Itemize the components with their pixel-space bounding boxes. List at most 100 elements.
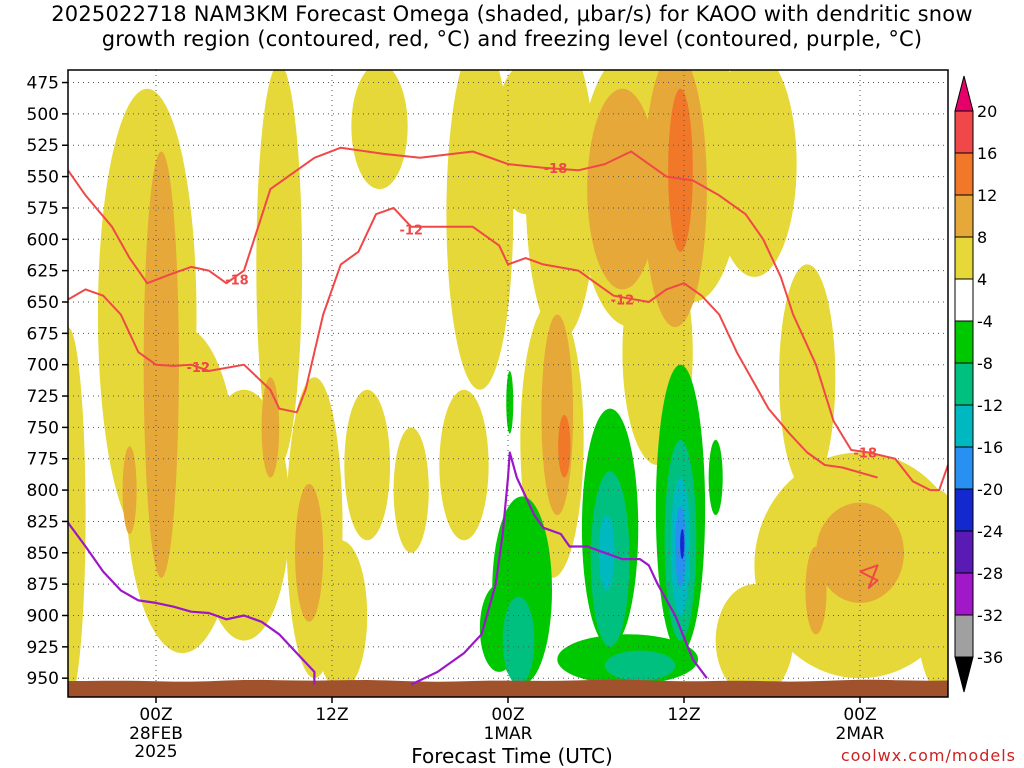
x-tick-year-0: 2025	[134, 742, 177, 762]
colorbar-box-0	[954, 110, 974, 154]
title-line-2: growth region (contoured, red, °C) and f…	[101, 27, 923, 51]
omega-shade-4-19	[779, 264, 836, 491]
omega-shade-4-4	[256, 70, 303, 465]
contour-label-3: -18	[544, 162, 568, 177]
y-tick-label-525: 525	[27, 136, 59, 156]
freezing-level-contour-0	[68, 522, 316, 685]
title-line-1: 2025022718 NAM3KM Forecast Omega (shaded…	[51, 2, 973, 26]
y-tick-label-550: 550	[27, 168, 59, 188]
x-tick-label-0: 00Z	[139, 705, 172, 725]
y-tick-label-500: 500	[27, 105, 59, 125]
y-tick-label-600: 600	[27, 230, 59, 250]
colorbar-box-10	[954, 530, 974, 574]
colorbar-box-9	[954, 488, 974, 532]
x-tick-label-10: 12Z	[315, 705, 348, 725]
omega-shade-8-3	[295, 483, 324, 622]
credit-text: coolwx.com/models	[840, 746, 1016, 765]
omega-shade-4-8	[393, 427, 429, 553]
omega-shade-neg20-0	[680, 528, 685, 560]
colorbar-box-4	[954, 278, 974, 322]
x-tick-label-40: 00Z	[843, 705, 876, 725]
contour-label-1: -12	[186, 361, 210, 376]
colorbar-box-7	[954, 404, 974, 448]
freezing-level-contour-1	[410, 451, 708, 686]
y-tick-label-925: 925	[27, 638, 59, 658]
colorbar-label-6: -8	[977, 354, 993, 373]
y-tick-label-750: 750	[27, 418, 59, 438]
colorbar-box-2	[954, 194, 974, 238]
colorbar-box-6	[954, 362, 974, 406]
contour-label-4: -12	[611, 293, 635, 308]
y-axis: 475 500 525 550 575 600 625 650 675 700 725 750 775 8…	[27, 74, 68, 689]
colorbar-label-11: -28	[977, 564, 1003, 583]
terrain-surface	[68, 679, 948, 697]
y-tick-label-575: 575	[27, 199, 59, 219]
dgz-contour-1	[68, 206, 878, 479]
colorbar-label-4: 4	[977, 270, 987, 289]
omega-shade-12-1	[558, 414, 571, 478]
y-tick-label-725: 725	[27, 387, 59, 407]
contour-label-2: -12	[399, 223, 423, 238]
colorbar-label-5: -4	[977, 312, 993, 331]
omega-shade-4-0	[68, 327, 86, 697]
colorbar-box-5	[954, 320, 974, 364]
y-tick-label-800: 800	[27, 481, 59, 501]
y-tick-label-875: 875	[27, 575, 59, 595]
colorbar-label-8: -16	[977, 438, 1003, 457]
x-axis-label: Forecast Time (UTC)	[411, 744, 613, 768]
y-tick-label-475: 475	[27, 74, 59, 94]
grid-lines	[68, 70, 948, 697]
omega-shade-8-5	[587, 88, 658, 290]
omega-shade-4-13	[525, 70, 596, 340]
colorbar-label-7: -12	[977, 396, 1003, 415]
omega-shade-4-10	[351, 70, 408, 190]
y-tick-label-825: 825	[27, 512, 59, 532]
y-tick-label-700: 700	[27, 356, 59, 376]
colorbar-label-10: -24	[977, 522, 1003, 541]
omega-shading	[68, 70, 948, 697]
y-tick-label-850: 850	[27, 544, 59, 564]
omega-shade-neg4-5	[506, 370, 514, 434]
colorbar-label-3: 8	[977, 228, 987, 247]
contour-label-0: -18	[225, 273, 249, 288]
omega-shade-neg4-6	[708, 439, 723, 516]
y-tick-label-950: 950	[27, 669, 59, 689]
temperature-contours: -18 -12 -12 -18 -12 -18	[68, 146, 948, 686]
y-tick-label-900: 900	[27, 606, 59, 626]
colorbar-label-0: 20	[977, 102, 997, 121]
colorbar-label-1: 16	[977, 144, 997, 163]
omega-shade-4-6	[314, 540, 368, 691]
omega-shade-8-1	[122, 446, 137, 534]
omega-shade-12-0	[668, 88, 693, 252]
x-tick-label-20: 00Z	[491, 705, 524, 725]
omega-shade-8-2	[261, 377, 280, 478]
omega-shade-4-18	[712, 70, 797, 277]
colorbar-box-11	[954, 572, 974, 616]
colorbar-top-arrow	[954, 75, 974, 112]
omega-shade-4-9	[439, 389, 489, 541]
colorbar-box-3	[954, 236, 974, 280]
colorbar-label-12: -32	[977, 606, 1003, 625]
colorbar-label-2: 12	[977, 186, 997, 205]
colorbar: 20 16 12 8 4 -4 -8 -12 -16 -20 -24 -28 -32 -36	[954, 75, 1003, 693]
x-tick-date-0: 28FEB	[129, 724, 183, 744]
contour-label-5: -18	[854, 446, 878, 461]
chart-title: 2025022718 NAM3KM Forecast Omega (shaded…	[0, 2, 1024, 52]
colorbar-box-12	[954, 614, 974, 658]
omega-shade-8-4	[541, 314, 574, 516]
x-tick-label-30: 12Z	[667, 705, 700, 725]
x-tick-date-20: 1MAR	[484, 724, 533, 744]
y-tick-label-775: 775	[27, 450, 59, 470]
omega-shade-4-22	[914, 490, 948, 691]
x-tick-date-40: 2MAR	[836, 724, 885, 744]
colorbar-label-9: -20	[977, 480, 1003, 499]
omega-shade-8-7	[816, 502, 904, 603]
omega-shade-neg8-0	[502, 596, 535, 685]
omega-shade-4-7	[344, 389, 391, 541]
colorbar-box-8	[954, 446, 974, 490]
omega-shade-neg8-3	[604, 650, 676, 681]
y-tick-label-675: 675	[27, 324, 59, 344]
dgz-contour-0	[68, 146, 948, 492]
